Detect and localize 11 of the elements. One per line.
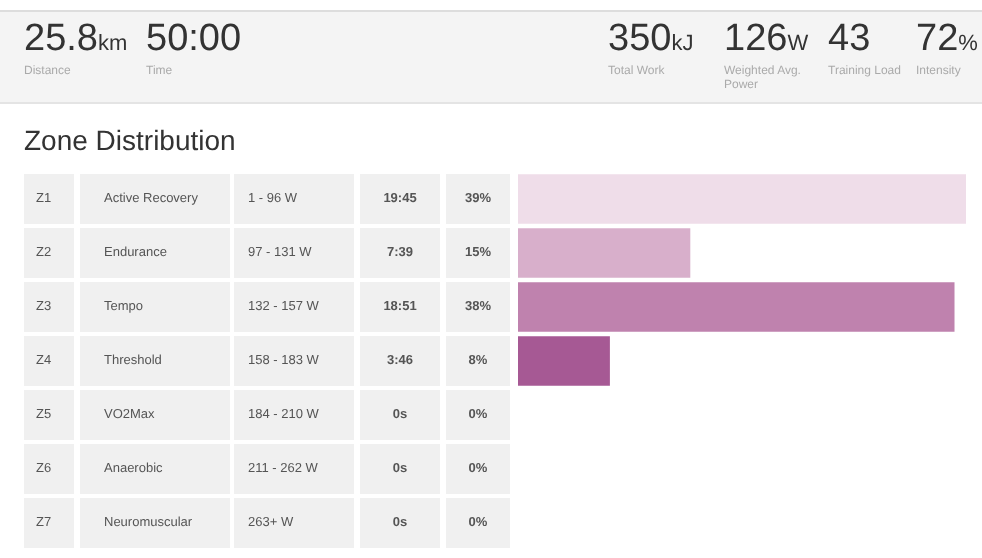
text: Zone Distribution — [24, 124, 236, 156]
text: 126W — [724, 18, 809, 62]
bar — [518, 228, 691, 278]
bar — [518, 174, 966, 224]
text: 25.8km — [24, 18, 128, 62]
text: 350kJ — [608, 18, 694, 62]
text: 72% — [916, 18, 978, 62]
text: 50:00 — [146, 18, 242, 62]
bar — [518, 282, 955, 332]
text: 43 — [828, 18, 871, 62]
bar — [518, 336, 610, 386]
